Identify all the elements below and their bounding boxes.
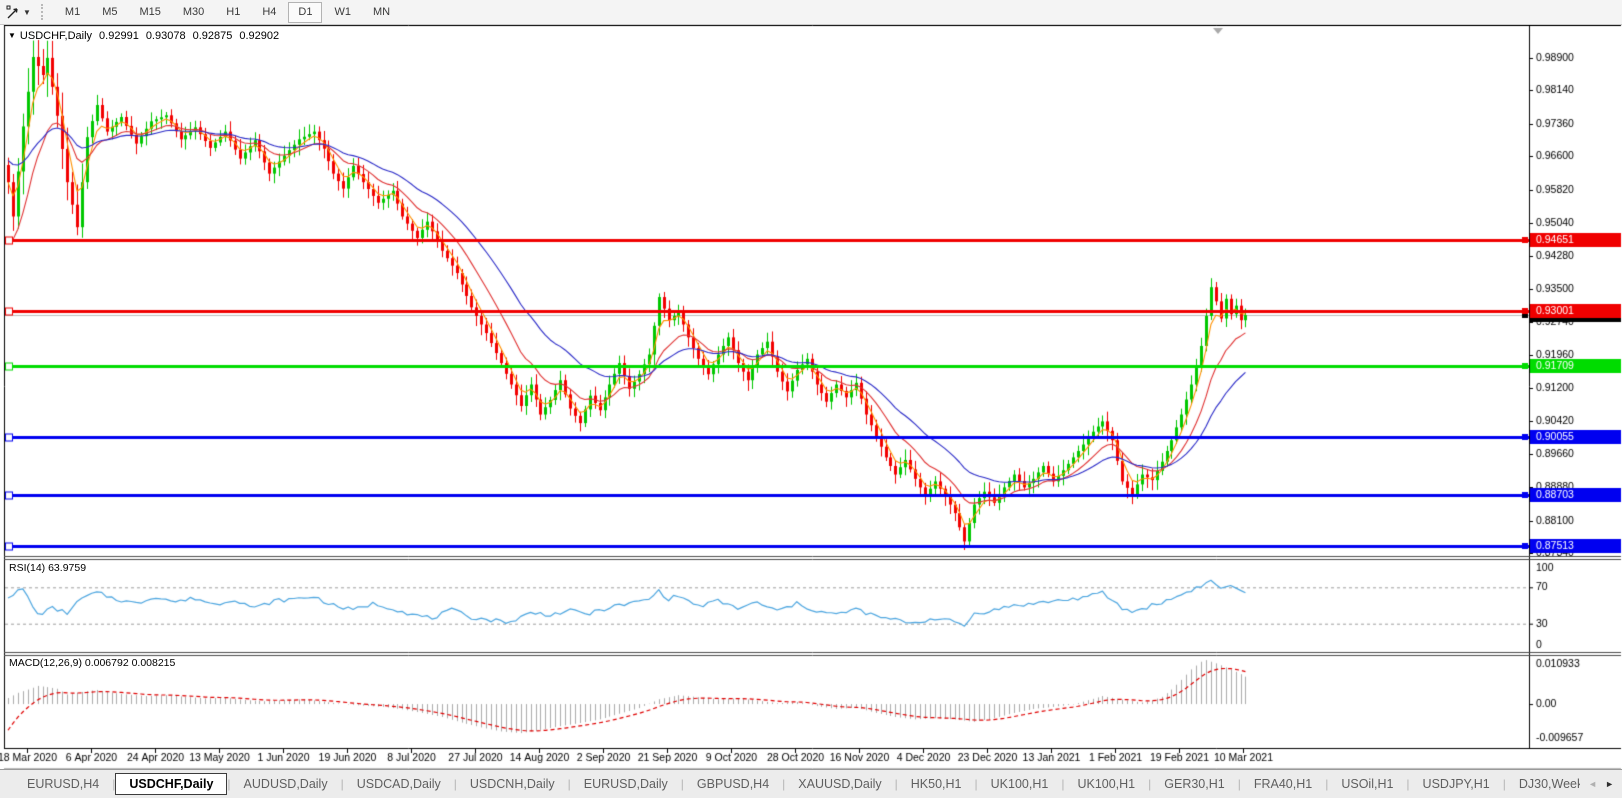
symbol-tab-usoil-h1[interactable]: USOil,H1 xyxy=(1341,777,1394,791)
symbol-tab-xauusd-daily[interactable]: XAUUSD,Daily xyxy=(798,777,882,791)
timeframe-button-mn[interactable]: MN xyxy=(372,5,391,18)
timeframe-button-m1[interactable]: M1 xyxy=(64,5,81,18)
timeframe-button-m30[interactable]: M30 xyxy=(182,5,205,18)
symbol-tab-eurusd-daily[interactable]: EURUSD,Daily xyxy=(583,777,668,791)
tab-scroll-right-icon[interactable]: ► xyxy=(1605,779,1614,789)
symbol-tab-dj30-weekly[interactable]: DJ30,Weekly xyxy=(1518,777,1581,791)
symbol-tab-usdcad-daily[interactable]: USDCAD,Daily xyxy=(356,777,441,791)
tab-scroll-left-icon[interactable]: ◄ xyxy=(1588,779,1598,789)
timeframe-button-w1[interactable]: W1 xyxy=(334,5,351,18)
tab-scroll-arrows: ◄ ► xyxy=(1580,770,1622,798)
symbol-tab-usdchf-daily[interactable]: USDCHF,Daily xyxy=(115,773,228,795)
crosshair-icon xyxy=(6,5,18,18)
tab-separator: | xyxy=(1148,777,1152,791)
symbol-tab-uk100-h1[interactable]: UK100,H1 xyxy=(990,777,1049,791)
symbol-tab-fra40-h1[interactable]: FRA40,H1 xyxy=(1253,777,1313,791)
tab-separator: | xyxy=(1325,777,1329,791)
symbol-tab-audusd-daily[interactable]: AUDUSD,Daily xyxy=(243,777,328,791)
tab-separator: | xyxy=(1061,777,1065,791)
tab-separator: | xyxy=(974,777,978,791)
price-chart-canvas[interactable] xyxy=(0,25,1622,769)
timeframe-bar: M1 M5 M15 M30 H1 H4 D1 W1 MN xyxy=(54,0,401,25)
symbol-tabs: EURUSD,H4 | USDCHF,Daily | AUDUSD,Daily | USDC… xyxy=(0,770,1580,798)
tab-separator: | xyxy=(782,777,786,791)
symbol-tab-hk50-h1[interactable]: HK50,H1 xyxy=(910,777,962,791)
symbol-tab-gbpusd-h4[interactable]: GBPUSD,H4 xyxy=(696,777,770,791)
timeframe-button-h4[interactable]: H4 xyxy=(262,5,277,18)
symbol-tab-eurusd-h4[interactable]: EURUSD,H4 xyxy=(27,777,100,791)
tab-separator: | xyxy=(340,777,344,791)
symbol-tab-bar: EURUSD,H4 | USDCHF,Daily | AUDUSD,Daily | USDC… xyxy=(0,769,1622,798)
toolbar: ▼ M1 M5 M15 M30 H1 H4 D1 W1 MN xyxy=(0,0,1622,25)
timeframe-button-h1[interactable]: H1 xyxy=(226,5,241,18)
symbol-tab-usdjpy-h1[interactable]: USDJPY,H1 xyxy=(1422,777,1490,791)
tab-separator: | xyxy=(453,777,457,791)
tab-separator: | xyxy=(1406,777,1410,791)
tab-separator: | xyxy=(112,777,116,791)
toolbar-grip[interactable] xyxy=(40,4,48,20)
timeframe-button-m15[interactable]: M15 xyxy=(139,5,161,18)
crosshair-mode-button[interactable]: ▼ xyxy=(2,3,37,22)
tab-separator: | xyxy=(680,777,684,791)
symbol-tab-uk100-h1[interactable]: UK100,H1 xyxy=(1077,777,1136,791)
tab-separator: | xyxy=(1237,777,1241,791)
timeframe-button-m5[interactable]: M5 xyxy=(102,5,118,18)
timeframe-button-d1[interactable]: D1 xyxy=(288,1,323,23)
symbol-tab-usdcnh-daily[interactable]: USDCNH,Daily xyxy=(469,777,555,791)
chevron-down-icon: ▼ xyxy=(23,7,31,17)
tab-separator: | xyxy=(567,777,571,791)
tab-separator: | xyxy=(1502,777,1506,791)
tab-separator: | xyxy=(227,777,231,791)
chart-area: ▼ USDCHF,Daily 0.92991 0.93078 0.92875 0.9290… xyxy=(0,25,1622,769)
tab-separator: | xyxy=(894,777,898,791)
symbol-tab-ger30-h1[interactable]: GER30,H1 xyxy=(1164,777,1225,791)
